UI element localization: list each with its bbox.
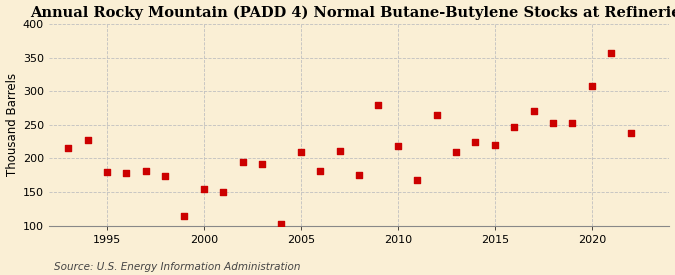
Point <box>392 144 403 148</box>
Point <box>373 102 384 107</box>
Point <box>101 170 112 174</box>
Point <box>451 150 462 154</box>
Point <box>567 120 578 125</box>
Title: Annual Rocky Mountain (PADD 4) Normal Butane-Butylene Stocks at Refineries: Annual Rocky Mountain (PADD 4) Normal Bu… <box>30 6 675 20</box>
Point <box>606 51 617 56</box>
Point <box>529 109 539 114</box>
Point <box>218 190 229 194</box>
Point <box>354 173 364 177</box>
Point <box>489 143 500 147</box>
Text: Source: U.S. Energy Information Administration: Source: U.S. Energy Information Administ… <box>54 262 300 272</box>
Point <box>296 150 306 154</box>
Point <box>315 169 325 173</box>
Point <box>121 170 132 175</box>
Point <box>547 121 558 126</box>
Point <box>198 187 209 192</box>
Point <box>63 146 74 150</box>
Point <box>276 222 287 227</box>
Point <box>625 131 636 135</box>
Point <box>179 214 190 218</box>
Y-axis label: Thousand Barrels: Thousand Barrels <box>5 73 18 176</box>
Point <box>82 138 93 142</box>
Point <box>334 149 345 153</box>
Point <box>431 113 442 117</box>
Point <box>587 84 597 89</box>
Point <box>412 178 423 182</box>
Point <box>470 139 481 144</box>
Point <box>140 169 151 173</box>
Point <box>238 160 248 165</box>
Point <box>256 162 267 167</box>
Point <box>509 125 520 129</box>
Point <box>160 174 171 178</box>
